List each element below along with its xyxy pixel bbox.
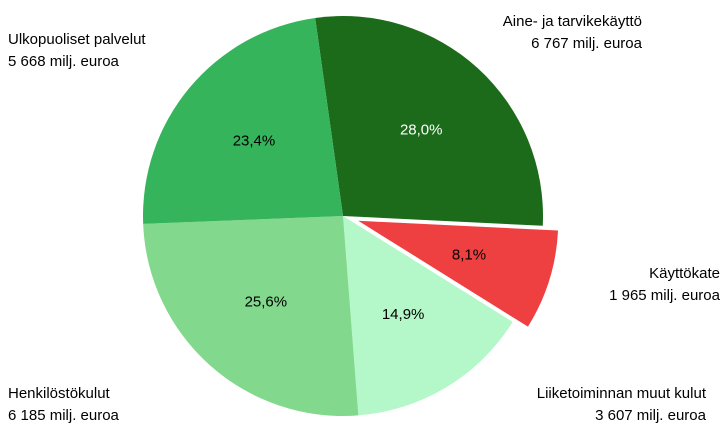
amount-label: 5 668 milj. euroa	[8, 53, 120, 70]
pie-slice	[143, 17, 343, 224]
slice-label: Henkilöstökulut	[8, 385, 111, 402]
pie-slice	[343, 216, 513, 416]
value-label: 25,6%	[245, 294, 288, 311]
value-label: 28,0%	[400, 121, 443, 138]
slice-label: Aine- ja tarvikekäyttö	[503, 13, 642, 30]
slice-label: Käyttökate	[649, 265, 720, 282]
amount-label: 3 607 milj. euroa	[595, 407, 707, 424]
amount-label: 6 767 milj. euroa	[531, 35, 643, 52]
amount-label: 1 965 milj. euroa	[609, 287, 721, 304]
pie-slice	[143, 216, 359, 417]
value-label: 8,1%	[452, 246, 486, 263]
slice-label: Liiketoiminnan muut kulut	[537, 385, 707, 402]
value-label: 23,4%	[233, 133, 276, 150]
slice-label: Ulkopuoliset palvelut	[8, 31, 146, 48]
pie-slice	[358, 220, 559, 327]
pie-slice	[315, 16, 544, 226]
value-label: 14,9%	[382, 306, 425, 323]
amount-label: 6 185 milj. euroa	[8, 407, 120, 424]
